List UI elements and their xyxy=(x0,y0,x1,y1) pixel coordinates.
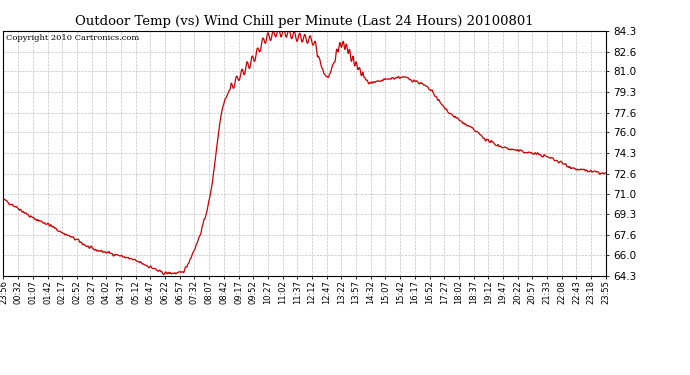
Text: Copyright 2010 Cartronics.com: Copyright 2010 Cartronics.com xyxy=(6,34,139,42)
Title: Outdoor Temp (vs) Wind Chill per Minute (Last 24 Hours) 20100801: Outdoor Temp (vs) Wind Chill per Minute … xyxy=(75,15,534,28)
